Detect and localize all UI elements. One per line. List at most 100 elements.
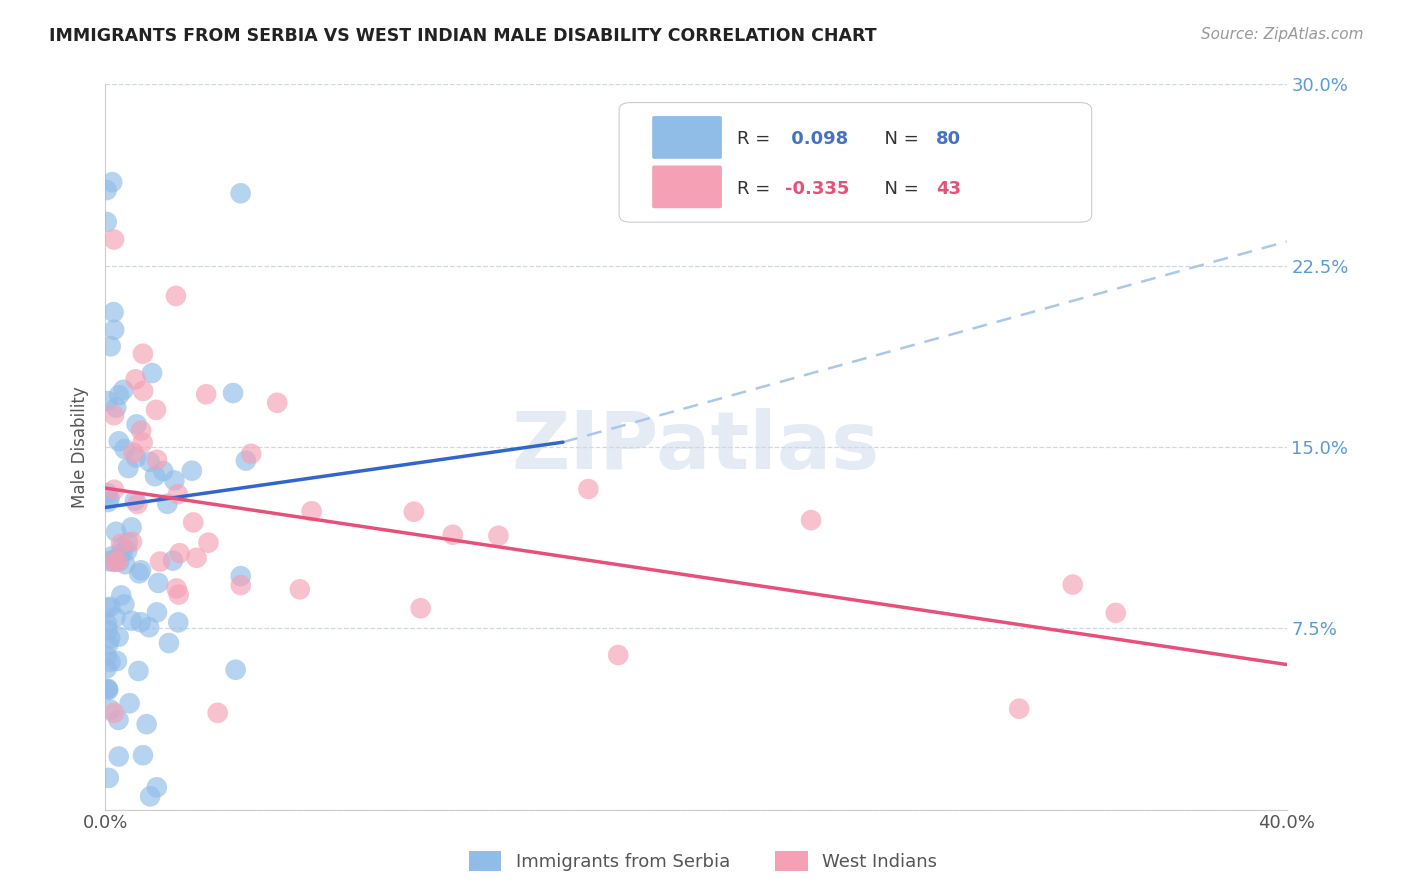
Point: [225, 663, 247, 677]
Point: [486, 529, 509, 543]
Point: [108, 388, 131, 402]
Point: [103, 408, 125, 422]
Point: [105, 524, 128, 539]
Legend: Immigrants from Serbia, West Indians: Immigrants from Serbia, West Indians: [461, 844, 945, 879]
Point: [146, 452, 169, 467]
FancyBboxPatch shape: [652, 116, 721, 159]
Point: [97, 495, 120, 509]
Text: N =: N =: [873, 179, 925, 198]
Point: [117, 461, 139, 475]
Point: [169, 546, 191, 560]
Point: [148, 575, 170, 590]
Point: [101, 175, 124, 189]
Point: [96, 215, 118, 229]
Point: [122, 446, 145, 460]
Point: [607, 648, 630, 662]
Point: [107, 555, 129, 569]
Point: [100, 703, 122, 717]
Point: [180, 464, 202, 478]
Point: [146, 780, 169, 795]
Point: [103, 706, 125, 720]
Point: [131, 435, 153, 450]
Point: [112, 598, 135, 612]
Point: [197, 535, 219, 549]
Point: [229, 578, 252, 592]
Point: [103, 483, 125, 497]
Point: [100, 655, 122, 669]
Point: [103, 305, 125, 319]
Point: [1105, 606, 1128, 620]
Point: [207, 706, 229, 720]
Point: [135, 717, 157, 731]
Text: 80: 80: [936, 130, 960, 148]
Point: [105, 654, 128, 668]
Point: [132, 384, 155, 398]
Point: [97, 623, 120, 637]
Point: [181, 516, 204, 530]
Point: [146, 606, 169, 620]
Point: [138, 455, 160, 469]
Point: [96, 616, 118, 631]
Point: [110, 589, 132, 603]
Point: [141, 366, 163, 380]
Point: [576, 482, 599, 496]
Text: N =: N =: [873, 130, 925, 148]
Point: [266, 396, 288, 410]
Text: R =: R =: [737, 179, 776, 198]
Point: [125, 450, 148, 465]
Point: [97, 771, 120, 785]
Point: [186, 550, 208, 565]
Point: [402, 505, 425, 519]
Point: [107, 713, 129, 727]
Point: [111, 545, 134, 559]
Point: [96, 648, 118, 663]
Point: [124, 372, 146, 386]
Point: [114, 557, 136, 571]
Point: [118, 696, 141, 710]
Point: [129, 424, 152, 438]
Point: [139, 789, 162, 804]
Point: [98, 491, 121, 506]
Point: [103, 323, 125, 337]
Point: [104, 610, 127, 624]
Point: [800, 513, 823, 527]
Point: [165, 289, 187, 303]
Point: [163, 474, 186, 488]
Text: ZIPatlas: ZIPatlas: [512, 408, 880, 486]
Point: [229, 569, 252, 583]
Point: [101, 549, 124, 564]
Point: [149, 555, 172, 569]
Point: [108, 554, 131, 568]
Point: [156, 497, 179, 511]
Point: [97, 554, 120, 568]
Point: [127, 664, 149, 678]
Point: [129, 563, 152, 577]
Point: [409, 601, 432, 615]
Point: [121, 520, 143, 534]
Point: [1008, 702, 1031, 716]
Point: [143, 469, 166, 483]
Point: [97, 486, 120, 500]
Point: [114, 442, 136, 456]
Point: [162, 553, 184, 567]
Point: [96, 661, 118, 675]
Point: [107, 434, 129, 449]
Point: [103, 233, 125, 247]
Text: IMMIGRANTS FROM SERBIA VS WEST INDIAN MALE DISABILITY CORRELATION CHART: IMMIGRANTS FROM SERBIA VS WEST INDIAN MA…: [49, 27, 877, 45]
Point: [96, 600, 118, 615]
Point: [132, 748, 155, 763]
Point: [145, 402, 167, 417]
Point: [100, 339, 122, 353]
FancyBboxPatch shape: [652, 166, 721, 208]
Point: [235, 453, 257, 467]
Point: [128, 566, 150, 581]
Point: [132, 347, 155, 361]
Point: [111, 540, 134, 554]
Point: [107, 630, 129, 644]
Point: [222, 386, 245, 401]
Text: Source: ZipAtlas.com: Source: ZipAtlas.com: [1201, 27, 1364, 42]
Point: [98, 599, 121, 614]
Text: 43: 43: [936, 179, 960, 198]
Point: [167, 487, 190, 501]
Point: [117, 535, 139, 549]
